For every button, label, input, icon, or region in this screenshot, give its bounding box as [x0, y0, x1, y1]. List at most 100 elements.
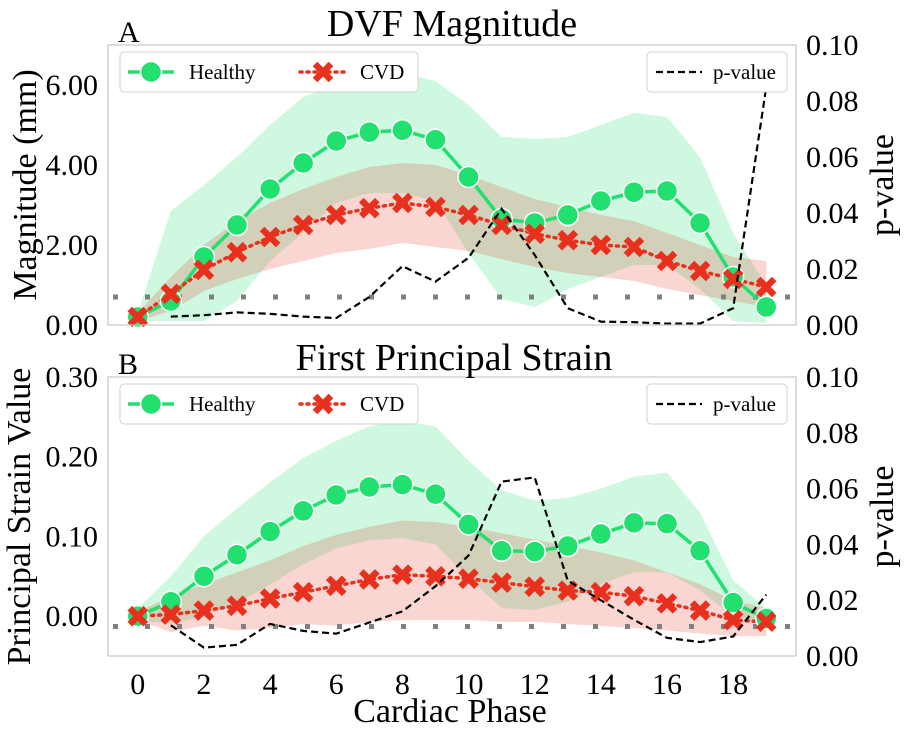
y-tick-label: 0.00	[46, 600, 99, 633]
y2-tick-label: 0.02	[806, 253, 859, 286]
y2-tick-label: 0.04	[806, 197, 859, 230]
y2-tick-label: 0.06	[806, 473, 859, 506]
data-point-healthy	[324, 129, 348, 153]
data-point-healthy	[655, 179, 679, 203]
data-point-cvd	[160, 604, 182, 625]
y-tick-label: 0.30	[46, 361, 99, 394]
data-point-healthy	[490, 539, 513, 563]
data-point-cvd	[359, 569, 380, 590]
data-point-healthy	[589, 522, 613, 546]
data-point-cvd	[623, 236, 645, 258]
chart-title: DVF Magnitude	[327, 3, 577, 45]
x-tick-label: 14	[586, 668, 616, 701]
legend-pvalue: p-value	[646, 383, 788, 425]
data-point-cvd	[425, 196, 446, 218]
data-point-cvd	[193, 600, 215, 621]
legend-series: Healthy CVD	[119, 383, 419, 425]
confidence-band-healthy	[137, 420, 767, 626]
data-point-cvd	[557, 229, 579, 251]
legend-marker-cvd	[312, 393, 334, 415]
data-point-healthy	[391, 118, 414, 142]
data-point-healthy	[589, 189, 613, 213]
legend-label-cvd: CVD	[360, 60, 404, 84]
y-tick-label: 2.00	[46, 229, 99, 262]
data-point-cvd	[392, 192, 413, 214]
panel-A: 0.00 2.00 4.00 6.00 0.00 0.02 0.04 0.06 0.08 0.10…	[7, 3, 901, 342]
data-point-healthy	[258, 520, 282, 543]
data-point-healthy	[192, 565, 216, 588]
data-point-healthy	[622, 511, 646, 535]
data-point-healthy	[457, 513, 480, 536]
y2-tick-label: 0.08	[806, 85, 859, 118]
data-point-cvd	[458, 204, 479, 226]
data-point-cvd	[292, 581, 314, 603]
data-point-cvd	[325, 204, 347, 226]
data-point-healthy	[424, 128, 447, 152]
confidence-band-healthy	[137, 73, 767, 323]
y2-tick-label: 0.02	[806, 584, 859, 617]
legend-box	[119, 383, 419, 425]
y2-tick-label: 0.00	[806, 309, 859, 342]
legend-series: Healthy CVD	[119, 51, 419, 93]
data-point-cvd	[127, 306, 149, 328]
p-value-line	[170, 86, 768, 325]
plot-frame	[107, 44, 797, 326]
legend-marker-cvd	[312, 61, 334, 83]
x-tick-label: 10	[454, 668, 484, 701]
data-point-cvd	[590, 234, 612, 256]
x-tick-label: 12	[520, 668, 550, 701]
panel-B: 0.00 0.10 0.20 0.30 0.00 0.02 0.04 0.06 0.08 0.10…	[1, 337, 901, 730]
data-point-healthy	[457, 165, 480, 189]
data-point-cvd	[722, 268, 744, 290]
x-axis-label: Cardiac Phase	[353, 693, 547, 730]
data-point-cvd	[524, 223, 545, 245]
data-point-cvd	[226, 241, 248, 263]
data-point-cvd	[226, 595, 248, 617]
x-tick-label: 2	[196, 668, 211, 701]
x-tick-label: 6	[329, 668, 344, 701]
data-point-healthy	[754, 295, 778, 319]
data-point-cvd	[325, 575, 347, 597]
legend-label-healthy: Healthy	[189, 392, 256, 416]
data-point-healthy	[688, 539, 712, 563]
data-point-cvd	[656, 593, 678, 614]
data-point-cvd	[755, 611, 777, 633]
data-point-cvd	[491, 572, 512, 593]
legend-label-pvalue: p-value	[713, 60, 776, 84]
legend-label-healthy: Healthy	[189, 60, 256, 84]
legend-box	[119, 51, 419, 93]
panel-letter: A	[118, 16, 140, 49]
y2-tick-label: 0.08	[806, 417, 859, 450]
data-point-cvd	[160, 283, 182, 305]
confidence-band-cvd	[137, 163, 767, 321]
data-point-healthy	[225, 213, 249, 237]
y2-tick-label: 0.04	[806, 528, 859, 561]
data-point-cvd	[359, 197, 380, 219]
data-point-healthy	[622, 180, 646, 204]
data-point-cvd	[590, 581, 612, 603]
legend-box	[646, 51, 788, 93]
p-value-line	[170, 476, 768, 649]
data-point-cvd	[557, 580, 579, 601]
data-point-healthy	[391, 473, 414, 496]
x-tick-label: 4	[263, 668, 278, 701]
legend-marker-healthy	[139, 60, 163, 84]
data-point-healthy	[291, 499, 315, 523]
y2-tick-label: 0.00	[806, 640, 859, 673]
y2-tick-label: 0.10	[806, 361, 859, 394]
data-point-healthy	[556, 203, 580, 227]
data-point-cvd	[458, 568, 479, 589]
data-point-healthy	[258, 177, 282, 201]
data-point-cvd	[193, 259, 215, 281]
y-axis-label: Principal Strain Value	[1, 368, 38, 666]
legend-label-pvalue: p-value	[713, 392, 776, 416]
data-point-healthy	[291, 151, 315, 175]
data-point-cvd	[623, 585, 645, 607]
data-point-cvd	[127, 605, 149, 627]
data-point-healthy	[424, 482, 447, 506]
y-tick-label: 6.00	[46, 69, 99, 102]
y2-tick-label: 0.06	[806, 141, 859, 174]
data-point-cvd	[722, 609, 744, 631]
y-tick-label: 4.00	[46, 149, 99, 182]
data-point-cvd	[524, 576, 545, 597]
